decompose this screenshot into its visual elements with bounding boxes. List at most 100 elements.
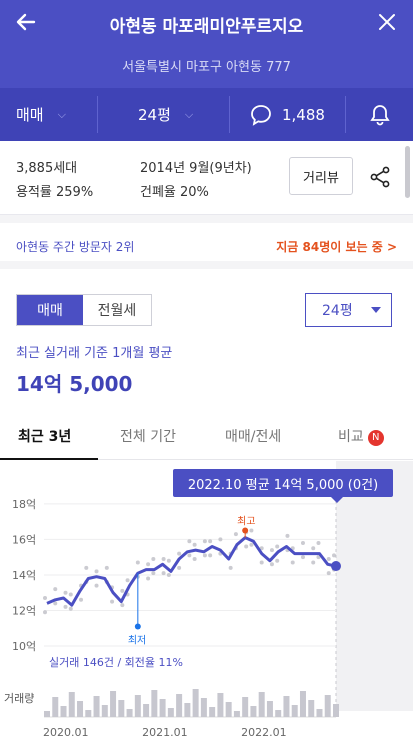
live-viewers-link[interactable]: 지금 84명이 보는 중 > xyxy=(276,240,397,254)
size-select[interactable]: 24평 xyxy=(305,293,392,327)
high-label: 최고 xyxy=(237,516,255,528)
volume-bar xyxy=(316,709,323,717)
top-header: 아현동 마포래미안푸르지오 서울특별시 마포구 아현동 777 xyxy=(0,0,413,88)
deal-point xyxy=(166,558,171,563)
speech-bubble-icon xyxy=(251,104,271,126)
deal-point xyxy=(68,592,73,597)
deal-point xyxy=(110,599,115,604)
deal-point xyxy=(311,546,316,551)
deal-point xyxy=(53,587,58,592)
close-icon[interactable] xyxy=(377,12,397,32)
deal-point xyxy=(161,556,166,561)
deal-point xyxy=(125,578,130,583)
y-tick-label: 16억 xyxy=(12,533,36,546)
deal-point xyxy=(84,565,89,570)
volume-bar xyxy=(93,696,100,717)
deal-point xyxy=(202,553,207,558)
volume-bar xyxy=(209,707,216,717)
deal-point xyxy=(135,560,140,565)
deal-point xyxy=(63,590,68,595)
deal-point xyxy=(192,542,197,547)
deal-point xyxy=(326,571,331,576)
deal-point xyxy=(316,540,321,545)
alarm-button[interactable] xyxy=(346,88,413,141)
tab-sale-lease[interactable]: 매매/전세 xyxy=(225,429,282,445)
volume-bar xyxy=(258,692,265,717)
deal-point xyxy=(43,610,47,615)
low-marker xyxy=(134,623,141,630)
volume-bar xyxy=(192,689,199,717)
deal-point xyxy=(208,553,213,558)
volume-bar xyxy=(233,711,240,717)
volume-bar xyxy=(167,708,174,717)
chevron-down-icon: ⌵ xyxy=(184,107,194,121)
deal-point xyxy=(79,597,84,602)
page-title: 아현동 마포래미안푸르지오 xyxy=(109,17,304,37)
comments-button[interactable]: 1,488 xyxy=(230,88,346,141)
tab-all-period[interactable]: 전체 기간 xyxy=(120,429,176,445)
floor-area-ratio-text: 용적률 259% xyxy=(16,185,94,200)
y-tick-label: 18억 xyxy=(12,498,36,511)
y-tick-label: 10억 xyxy=(12,640,36,653)
chevron-down-icon: ⌵ xyxy=(57,107,66,121)
deal-point xyxy=(259,560,264,565)
deal-point xyxy=(53,601,58,606)
back-arrow-icon[interactable] xyxy=(14,10,38,34)
size-dropdown[interactable]: 24평 ⌵ xyxy=(98,88,230,141)
visitor-banner[interactable]: 아현동 주간 방문자 2위 지금 84명이 보는 중 > xyxy=(0,223,413,269)
volume-bar xyxy=(291,705,298,717)
toggle-sale[interactable]: 매매 xyxy=(17,295,83,325)
address-text: 서울특별시 마포구 아현동 777 xyxy=(122,60,291,75)
deal-point xyxy=(290,560,295,565)
volume-bar xyxy=(308,700,315,717)
deal-point xyxy=(177,565,182,570)
deal-point xyxy=(177,551,182,556)
deal-point xyxy=(166,572,171,577)
deal-point xyxy=(146,576,151,581)
deal-point xyxy=(311,560,316,565)
average-price-line xyxy=(46,536,337,607)
tab-compare-label: 비교 xyxy=(338,429,364,445)
deal-point xyxy=(120,588,125,593)
deal-type-dropdown[interactable]: 매매 ⌵ xyxy=(0,88,98,141)
deal-point xyxy=(161,571,166,576)
deal-point xyxy=(228,565,233,570)
tab-recent-3y[interactable]: 최근 3년 xyxy=(18,429,72,445)
deals-summary-text: 실거래 146건 / 회전율 11% xyxy=(49,656,183,669)
built-year-text: 2014년 9월(9년차) xyxy=(140,161,252,176)
deal-point xyxy=(43,596,47,601)
volume-bar xyxy=(225,702,232,717)
deal-point xyxy=(218,537,223,542)
deal-point xyxy=(249,528,254,533)
deal-point xyxy=(300,555,305,560)
high-marker xyxy=(242,527,249,534)
deal-point xyxy=(269,562,274,567)
deal-point xyxy=(202,539,207,544)
toggle-lease[interactable]: 전월세 xyxy=(97,303,137,319)
street-view-button[interactable]: 거리뷰 xyxy=(289,157,353,195)
deal-point xyxy=(244,544,249,549)
volume-bar xyxy=(242,697,249,717)
deal-point xyxy=(151,571,156,576)
x-tick-label: 2022.01 xyxy=(241,726,287,739)
share-icon[interactable] xyxy=(369,166,391,188)
new-badge: N xyxy=(367,430,384,446)
deal-point xyxy=(146,562,151,567)
scrollbar[interactable] xyxy=(405,146,410,198)
volume-bar xyxy=(118,700,125,717)
deal-point xyxy=(316,555,321,560)
volume-bar xyxy=(68,692,75,717)
tab-compare[interactable]: 비교 N xyxy=(338,426,384,446)
current-point xyxy=(331,561,341,572)
deal-point xyxy=(259,546,264,551)
comment-count: 1,488 xyxy=(282,105,325,124)
volume-bar xyxy=(333,704,339,717)
deal-point xyxy=(187,539,192,544)
visitor-rank-text: 아현동 주간 방문자 2위 xyxy=(16,240,135,254)
households-text: 3,885세대 xyxy=(16,161,78,176)
volume-bar xyxy=(85,710,92,717)
size-select-value: 24평 xyxy=(322,303,353,319)
deal-point xyxy=(187,553,192,558)
volume-bar xyxy=(60,706,67,717)
